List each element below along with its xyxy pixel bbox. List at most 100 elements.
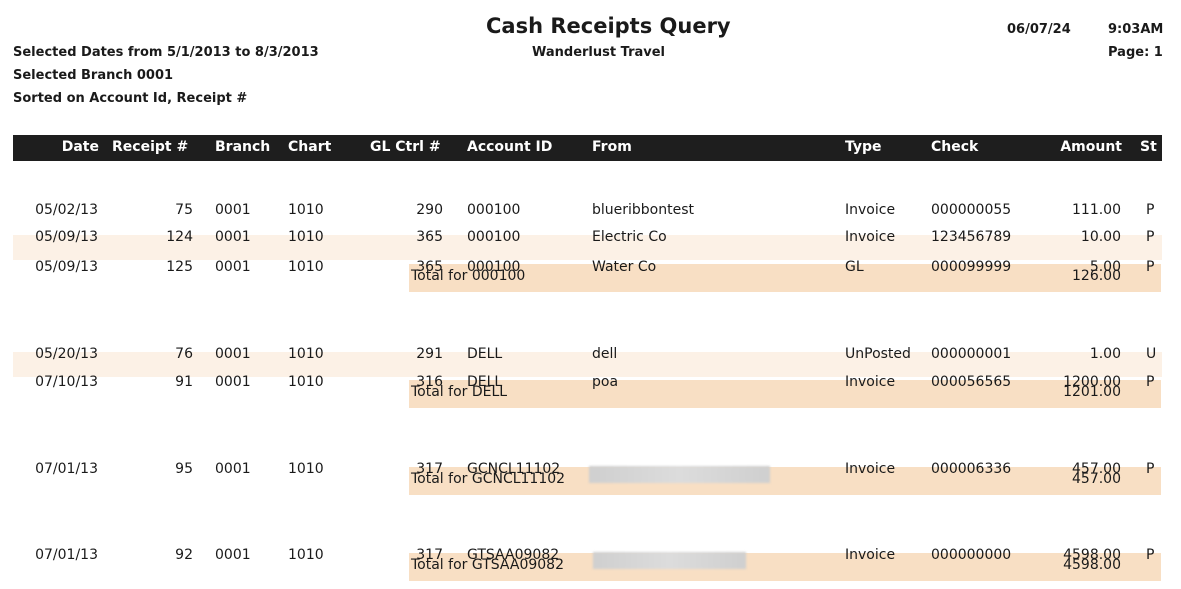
- cell-type: Invoice: [845, 202, 896, 218]
- cell-check: 000006336: [931, 461, 1012, 477]
- col-branch: Branch: [215, 139, 271, 155]
- cell-st: P: [1146, 229, 1155, 245]
- total-label: Total for GTSAA09082: [411, 557, 564, 573]
- col-status: St: [1140, 139, 1157, 155]
- cell-date: 07/01/13: [35, 547, 98, 563]
- page-number: Page: 1: [1108, 45, 1163, 60]
- cell-type: Invoice: [845, 229, 896, 245]
- cell-check: 000000001: [931, 346, 1012, 362]
- cell-glctrl: 316: [416, 374, 443, 390]
- cell-check: 000000000: [931, 547, 1012, 563]
- cell-receipt: 125: [166, 259, 193, 275]
- total-label: Total for DELL: [411, 384, 508, 400]
- row-band: [13, 352, 1162, 377]
- cell-st: P: [1146, 259, 1155, 275]
- cell-glctrl: 365: [416, 229, 443, 245]
- total-row: [409, 380, 1161, 408]
- column-header-bar: Date Receipt # Branch Chart GL Ctrl # Ac…: [13, 135, 1162, 161]
- cell-glctrl: 317: [416, 547, 443, 563]
- print-time: 9:03AM: [1108, 22, 1164, 37]
- criteria-branch: Selected Branch 0001: [13, 68, 174, 83]
- cell-glctrl: 317: [416, 461, 443, 477]
- cell-st: P: [1146, 374, 1155, 390]
- cell-date: 05/09/13: [35, 259, 98, 275]
- cell-branch: 0001: [215, 202, 251, 218]
- total-amount: 1201.00: [1063, 384, 1121, 400]
- cell-st: P: [1146, 461, 1155, 477]
- total-amount: 457.00: [1072, 471, 1121, 487]
- cell-amount: 1200.00: [1063, 374, 1121, 390]
- cell-amount: 1.00: [1089, 346, 1121, 362]
- cell-branch: 0001: [215, 461, 251, 477]
- col-date: Date: [61, 139, 99, 155]
- total-row: [409, 467, 1161, 495]
- cell-amount: 5.00: [1089, 259, 1121, 275]
- cell-date: 05/20/13: [35, 346, 98, 362]
- total-label: Total for 000100: [411, 268, 526, 284]
- cell-from: blueribbontest: [592, 202, 695, 218]
- report-title: Cash Receipts Query: [486, 14, 731, 38]
- cell-glctrl: 291: [416, 346, 443, 362]
- cell-chart: 1010: [288, 461, 324, 477]
- cell-st: P: [1146, 547, 1155, 563]
- cell-from: Electric Co: [592, 229, 667, 245]
- cell-branch: 0001: [215, 259, 251, 275]
- cell-account: 000100: [467, 229, 521, 245]
- cell-account: GTSAA09082: [467, 547, 560, 563]
- cell-account: DELL: [467, 374, 503, 390]
- cell-type: Invoice: [845, 547, 896, 563]
- col-amount: Amount: [1060, 139, 1122, 155]
- col-check: Check: [931, 139, 979, 155]
- cell-account: 000100: [467, 202, 521, 218]
- total-label: Total for GCNCL11102: [411, 471, 566, 487]
- col-gl-ctrl: GL Ctrl #: [370, 139, 441, 155]
- col-chart: Chart: [288, 139, 332, 155]
- cell-amount: 111.00: [1072, 202, 1121, 218]
- cell-check: 123456789: [931, 229, 1012, 245]
- cell-amount: 10.00: [1080, 229, 1121, 245]
- cell-account: DELL: [467, 346, 503, 362]
- cell-branch: 0001: [215, 229, 251, 245]
- row-band: [13, 235, 1162, 260]
- cell-date: 05/09/13: [35, 229, 98, 245]
- cell-branch: 0001: [215, 374, 251, 390]
- cell-type: Invoice: [845, 461, 896, 477]
- col-from: From: [592, 139, 632, 155]
- cell-date: 05/02/13: [35, 202, 98, 218]
- cell-receipt: 76: [175, 346, 193, 362]
- cell-chart: 1010: [288, 346, 324, 362]
- cell-receipt: 124: [166, 229, 193, 245]
- cell-chart: 1010: [288, 259, 324, 275]
- cell-receipt: 75: [175, 202, 193, 218]
- cell-from: dell: [592, 346, 618, 362]
- cell-receipt: 91: [175, 374, 193, 390]
- redacted-from-field: [589, 466, 770, 483]
- col-receipt: Receipt #: [112, 139, 189, 155]
- cell-account: 000100: [467, 259, 521, 275]
- cell-glctrl: 290: [416, 202, 443, 218]
- cell-chart: 1010: [288, 229, 324, 245]
- criteria-sort: Sorted on Account Id, Receipt #: [13, 91, 248, 106]
- total-row: [409, 553, 1161, 581]
- total-row: [409, 264, 1161, 292]
- print-date: 06/07/24: [1007, 22, 1071, 37]
- total-amount: 4598.00: [1063, 557, 1121, 573]
- cell-branch: 0001: [215, 346, 251, 362]
- cell-type: GL: [845, 259, 864, 275]
- cell-chart: 1010: [288, 547, 324, 563]
- cell-amount: 4598.00: [1063, 547, 1121, 563]
- cell-account: GCNCL11102: [467, 461, 561, 477]
- cell-chart: 1010: [288, 202, 324, 218]
- cell-receipt: 95: [175, 461, 193, 477]
- total-amount: 126.00: [1072, 268, 1121, 284]
- cell-from: poa: [592, 374, 619, 390]
- cell-type: Invoice: [845, 374, 896, 390]
- cell-st: P: [1146, 202, 1155, 218]
- cell-date: 07/10/13: [35, 374, 98, 390]
- cell-from: Water Co: [592, 259, 657, 275]
- cell-amount: 457.00: [1072, 461, 1121, 477]
- col-account-id: Account ID: [467, 139, 553, 155]
- cell-check: 000000055: [931, 202, 1012, 218]
- cell-type: UnPosted: [845, 346, 911, 362]
- cell-check: 000056565: [931, 374, 1012, 390]
